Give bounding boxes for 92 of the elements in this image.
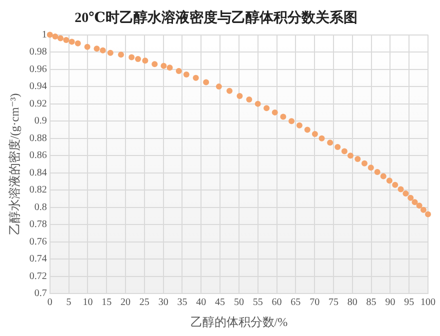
point — [347, 152, 354, 159]
point — [334, 144, 341, 150]
point — [107, 50, 114, 56]
x-tick-label: 85 — [366, 297, 376, 308]
point — [152, 61, 158, 68]
x-tick-label: 15 — [102, 297, 112, 308]
x-tick-label: 0 — [47, 297, 52, 308]
y-tick-label: 0.84 — [29, 167, 47, 178]
point — [412, 199, 418, 206]
point — [74, 40, 81, 46]
point — [392, 182, 398, 188]
point — [192, 74, 199, 81]
y-axis-title: 乙醇水溶液的密度/(g·cm⁻³) — [7, 93, 22, 236]
point — [100, 47, 106, 54]
point — [68, 38, 75, 45]
point — [341, 148, 348, 154]
x-tick-label: 45 — [215, 297, 226, 308]
x-axis-title: 乙醇的体积分数/% — [190, 314, 288, 329]
y-tick-label: 0.9 — [34, 116, 47, 127]
point — [236, 93, 243, 100]
point — [318, 135, 325, 142]
point — [327, 140, 334, 146]
point — [312, 131, 318, 138]
y-tick-label: 0.92 — [29, 98, 47, 110]
point — [425, 211, 431, 218]
point — [63, 36, 70, 43]
point — [374, 168, 380, 175]
x-tick-label: 35 — [177, 297, 188, 308]
point — [280, 114, 286, 120]
x-tick-label: 75 — [328, 297, 338, 308]
point — [296, 122, 302, 128]
point — [272, 109, 278, 116]
y-tick-label: 1 — [42, 29, 47, 40]
point — [84, 44, 90, 50]
x-tick-label: 80 — [347, 297, 358, 308]
y-tick-label: 0.76 — [29, 236, 47, 248]
point — [361, 160, 368, 166]
y-tick-label: 0.86 — [29, 150, 47, 162]
x-tick-label: 55 — [252, 297, 263, 308]
x-tick-label: 65 — [290, 297, 301, 308]
x-tick-label: 90 — [385, 297, 396, 308]
point — [402, 190, 409, 197]
chart-title: 20℃时乙醇水溶液密度与乙醇体积分数关系图 — [74, 9, 358, 26]
point — [420, 206, 426, 213]
y-tick-label: 0.7 — [34, 288, 47, 300]
point — [176, 68, 182, 74]
y-tick-label: 0.98 — [29, 46, 47, 58]
y-tick-label: 0.96 — [29, 64, 47, 75]
point — [226, 88, 232, 94]
x-tick-label: 50 — [234, 297, 244, 308]
x-tick-label: 60 — [272, 297, 282, 308]
point — [183, 71, 190, 78]
x-tick-label: 5 — [66, 297, 72, 308]
x-tick-label: 70 — [310, 297, 320, 308]
point — [166, 64, 173, 71]
y-tick-label: 0.8 — [34, 202, 47, 213]
point — [203, 79, 210, 86]
y-tick-label: 0.94 — [29, 81, 47, 92]
point — [46, 32, 53, 38]
point — [160, 62, 167, 69]
y-tick-label: 0.82 — [29, 184, 47, 196]
point — [288, 118, 295, 124]
point — [57, 35, 64, 42]
x-tick-label: 25 — [139, 297, 150, 308]
y-tick-label: 0.78 — [29, 219, 47, 230]
point — [254, 100, 261, 107]
point — [216, 84, 222, 90]
point — [142, 58, 148, 64]
point — [398, 186, 404, 192]
point — [135, 56, 141, 62]
x-tick-label: 40 — [196, 297, 206, 308]
point — [118, 52, 124, 58]
point — [246, 96, 252, 102]
point — [128, 54, 135, 60]
y-tick-label: 0.72 — [29, 270, 47, 282]
point — [416, 202, 422, 209]
point — [368, 164, 374, 171]
x-tick-label: 30 — [158, 297, 168, 308]
point — [386, 178, 392, 184]
point — [304, 126, 310, 133]
y-tick-label: 0.88 — [29, 132, 47, 144]
y-tick-label: 0.74 — [29, 254, 47, 265]
x-tick-label: 95 — [404, 297, 414, 308]
point — [380, 173, 386, 180]
point — [354, 156, 361, 162]
x-tick-label: 100 — [420, 297, 436, 308]
point — [94, 46, 100, 52]
point — [264, 105, 270, 112]
x-tick-label: 10 — [82, 297, 93, 308]
x-tick-label: 20 — [120, 297, 131, 308]
point — [408, 194, 414, 201]
point — [52, 34, 58, 40]
